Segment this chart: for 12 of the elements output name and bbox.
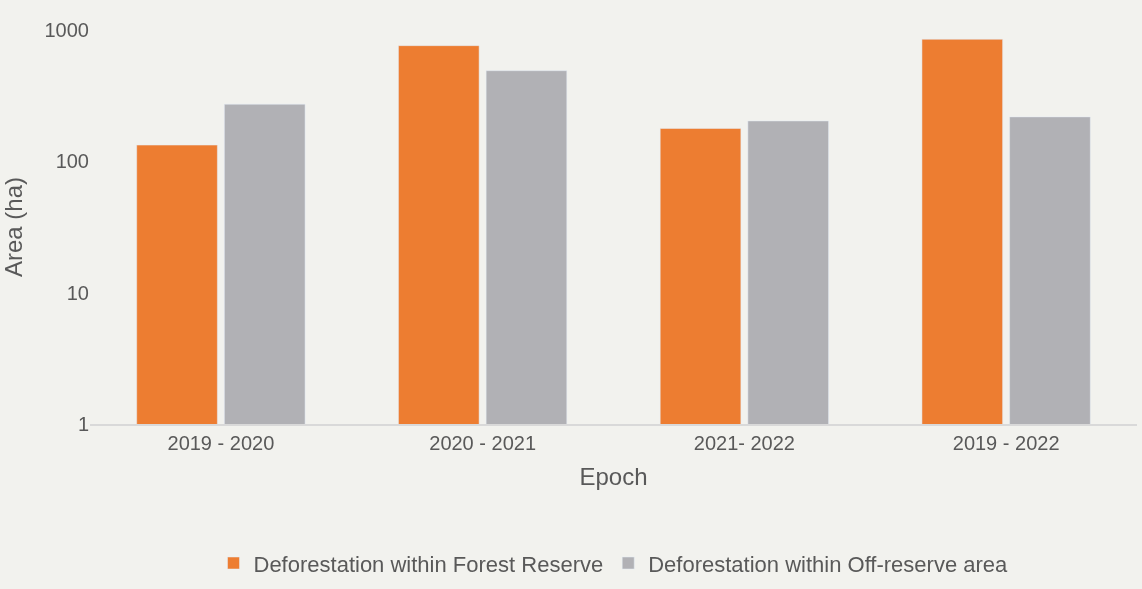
x-tick-label: 2019 - 2020 xyxy=(167,432,275,454)
legend-label: Deforestation within Forest Reserve xyxy=(253,551,604,577)
y-tick-label: 1 xyxy=(77,413,89,435)
y-tick-label: 100 xyxy=(55,150,89,173)
x-tick-label: 2021- 2022 xyxy=(693,432,795,454)
x-tick-label: 2019 - 2022 xyxy=(952,432,1060,454)
y-tick-label: 1000 xyxy=(44,19,89,41)
x-axis-title: Epoch xyxy=(579,462,648,490)
x-tick-label: 2020 - 2021 xyxy=(429,432,537,454)
legend-label: Deforestation within Off-reserve area xyxy=(648,551,1009,577)
y-tick-label: 10 xyxy=(66,281,89,304)
y-axis-title: Area (ha) xyxy=(0,176,27,278)
